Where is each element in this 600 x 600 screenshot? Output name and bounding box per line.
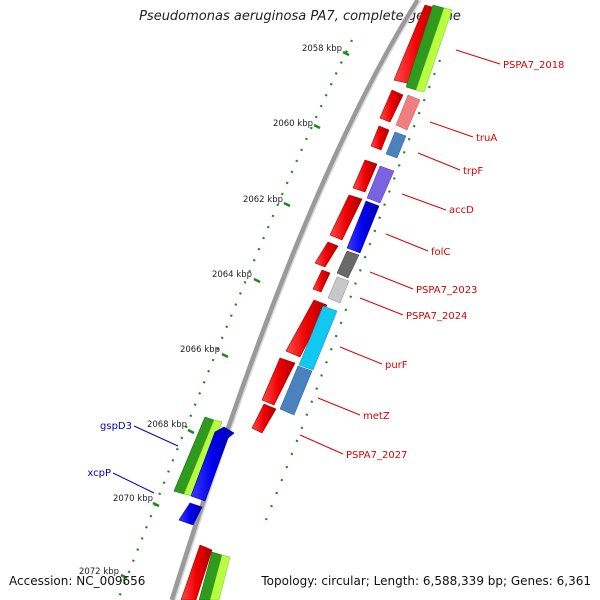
kbp-label: 2066 kbp: [180, 345, 220, 355]
gene-arrow[interactable]: [352, 159, 378, 193]
tick-2062: [283, 201, 291, 208]
feature-bars: [198, 4, 453, 600]
tick-2070: [152, 501, 160, 508]
kbp-label: 2062 kbp: [243, 195, 283, 205]
leader-line: [429, 121, 474, 138]
feature-bar-purple: [366, 165, 395, 204]
gene-label[interactable]: gspD3: [100, 421, 132, 432]
tick-2066: [221, 352, 229, 359]
tick-2072: [120, 573, 128, 580]
feature-bar-steelblue-2: [279, 365, 313, 416]
leader-line: [112, 472, 155, 494]
gene-arrow-blue[interactable]: [178, 502, 203, 526]
accession-label: Accession: NC_009656: [9, 574, 146, 588]
leader-line: [299, 434, 344, 455]
gene-label[interactable]: xcpP: [87, 468, 111, 479]
tick-2058: [342, 50, 350, 57]
feature-bar-cyan: [298, 305, 338, 371]
gene-label[interactable]: PSPA7_2023: [416, 285, 477, 296]
leader-line: [417, 152, 461, 171]
map-title: Pseudomonas aeruginosa PA7, complete gen…: [139, 9, 461, 24]
gene-label[interactable]: truA: [476, 133, 497, 144]
leader-line: [317, 397, 361, 416]
tick-2068: [187, 428, 195, 435]
gene-arrow[interactable]: [329, 194, 363, 241]
gene-label[interactable]: PSPA7_2018: [503, 60, 564, 71]
leader-line: [401, 193, 447, 211]
leader-line: [133, 425, 179, 447]
feature-bar-lime-2: [209, 554, 231, 600]
forward-strand-genes: [180, 4, 443, 600]
gene-arrow[interactable]: [312, 269, 331, 293]
feature-bar-pink: [395, 94, 421, 131]
kbp-label: 2058 kbp: [302, 44, 342, 54]
kbp-labels: 2058 kbp 2060 kbp 2062 kbp 2064 kbp 2066…: [79, 44, 342, 577]
outer-dotted-arc: [264, 59, 442, 521]
feature-bar-darkgray: [336, 250, 360, 279]
feature-bar-lime: [415, 7, 453, 93]
gene-arrow[interactable]: [180, 544, 213, 600]
leader-line: [359, 297, 404, 316]
feature-bar-green-2: [198, 551, 223, 600]
backbone-arc-highlight: [174, 0, 422, 600]
gene-label[interactable]: PSPA7_2024: [406, 311, 467, 322]
gene-arrow[interactable]: [261, 357, 296, 406]
gene-arrow[interactable]: [314, 241, 339, 268]
tick-2060: [313, 123, 321, 130]
kbp-ticks: [120, 50, 350, 580]
feature-bar-lightgray: [327, 276, 350, 304]
left-leader-lines: [112, 425, 179, 494]
gene-arrow[interactable]: [379, 89, 404, 123]
left-gene-labels: gspD3 xcpP: [87, 421, 132, 479]
kbp-label: 2070 kbp: [113, 494, 153, 504]
gene-label[interactable]: accD: [449, 205, 474, 216]
gene-arrow[interactable]: [251, 403, 277, 434]
leader-line: [455, 49, 501, 65]
kbp-label: 2068 kbp: [147, 420, 187, 430]
gene-label[interactable]: metZ: [363, 411, 390, 422]
leader-line: [339, 346, 383, 365]
gene-arrow[interactable]: [370, 125, 390, 151]
kbp-label: 2064 kbp: [212, 270, 252, 280]
tick-2064: [253, 277, 261, 284]
gene-arrow[interactable]: [285, 299, 328, 358]
gene-label[interactable]: PSPA7_2027: [346, 450, 407, 461]
leader-line: [385, 233, 429, 252]
gene-arrow-blue[interactable]: [190, 426, 235, 502]
leader-line: [369, 271, 414, 290]
topology-label: Topology: circular; Length: 6,588,339 bp…: [261, 574, 591, 588]
reverse-strand-genes: [173, 416, 235, 526]
right-gene-labels: PSPA7_2018 truA trpF accD folC PSPA7_202…: [346, 60, 564, 461]
feature-bar-blue: [346, 200, 380, 254]
inner-dotted-arc: [116, 39, 353, 600]
gene-label[interactable]: purF: [385, 360, 408, 371]
backbone-arc: [169, 0, 421, 600]
right-leader-lines: [299, 49, 501, 455]
feature-bar-steelblue: [385, 131, 407, 159]
kbp-label: 2072 kbp: [79, 567, 119, 577]
gene-label[interactable]: trpF: [463, 166, 483, 177]
gene-label[interactable]: folC: [431, 247, 450, 258]
kbp-label: 2060 kbp: [273, 119, 313, 129]
